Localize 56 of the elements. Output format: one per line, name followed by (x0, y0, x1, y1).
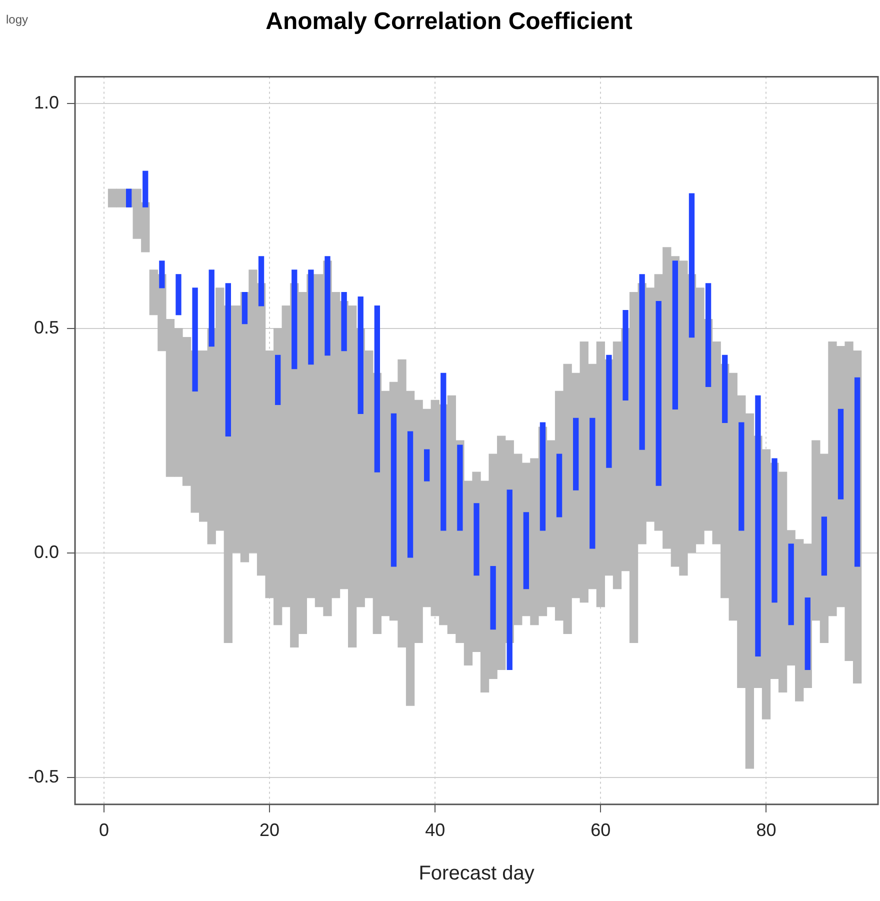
bar (738, 422, 744, 531)
bar (672, 260, 678, 410)
bar (688, 193, 695, 338)
bar (424, 449, 430, 482)
bar (622, 310, 628, 401)
bar (225, 283, 231, 436)
bar (821, 516, 828, 576)
y-tick-label: 0.5 (34, 317, 60, 338)
y-tick-label: -0.5 (28, 766, 60, 786)
x-tick-label: 40 (425, 820, 446, 840)
bar (722, 354, 728, 423)
bar (159, 260, 165, 288)
x-tick-label: 60 (590, 820, 611, 840)
bar (639, 274, 645, 450)
bar (374, 306, 380, 472)
bar (705, 283, 712, 388)
x-tick-label: 20 (260, 820, 280, 840)
bar (556, 454, 562, 518)
bar (457, 444, 463, 531)
bar (523, 512, 530, 590)
y-tick-label: 1.0 (34, 92, 60, 113)
bar (772, 458, 778, 603)
bar (590, 418, 596, 549)
bar (275, 354, 281, 405)
bar (358, 296, 364, 414)
x-axis-title: Forecast day (418, 862, 534, 885)
bar (656, 301, 662, 486)
bar (390, 413, 397, 567)
x-tick-label: 80 (756, 820, 776, 840)
bar (540, 422, 546, 531)
bar (506, 490, 512, 670)
bar (176, 274, 182, 316)
text: logy (6, 12, 28, 26)
bar (474, 503, 480, 576)
chart-title: Anomaly Correlation Coefficient (266, 8, 632, 36)
x-tick-label: 0 (98, 820, 109, 840)
y-tick-label: 0.0 (34, 542, 60, 562)
bar (258, 256, 264, 306)
bar (573, 418, 579, 490)
bar (490, 566, 496, 630)
bar (308, 270, 314, 365)
bar (606, 354, 612, 468)
bar (341, 292, 347, 352)
bar (788, 544, 794, 626)
bar (407, 431, 414, 558)
bar (854, 377, 860, 567)
bar (804, 597, 810, 670)
bar (838, 408, 844, 500)
bar (440, 372, 446, 531)
bar (292, 270, 298, 370)
bar (242, 292, 248, 324)
bar (755, 395, 761, 657)
bar (192, 288, 198, 392)
bar (142, 170, 148, 208)
bar (324, 256, 330, 356)
bar (208, 270, 214, 347)
